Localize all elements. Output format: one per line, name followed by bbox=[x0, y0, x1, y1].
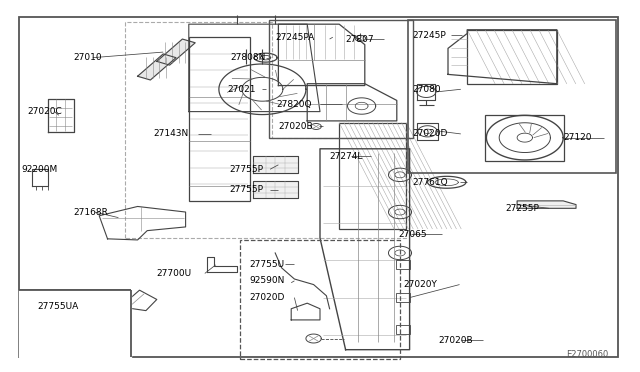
Text: 27761Q: 27761Q bbox=[413, 178, 449, 187]
Bar bbox=[396, 260, 410, 269]
Text: 27010: 27010 bbox=[74, 53, 102, 62]
Polygon shape bbox=[157, 39, 195, 65]
Bar bbox=[485, 115, 564, 161]
Text: 27020B: 27020B bbox=[438, 336, 473, 345]
Text: 27021: 27021 bbox=[227, 85, 256, 94]
Text: 92590N: 92590N bbox=[250, 276, 285, 285]
Text: 27020Y: 27020Y bbox=[403, 280, 437, 289]
Bar bbox=[467, 30, 557, 84]
Text: 27245PA: 27245PA bbox=[275, 33, 314, 42]
Text: E2700060: E2700060 bbox=[566, 350, 608, 359]
Text: 27245P: 27245P bbox=[413, 31, 447, 40]
Polygon shape bbox=[517, 201, 576, 208]
Polygon shape bbox=[253, 181, 298, 198]
Text: 27255P: 27255P bbox=[506, 204, 540, 213]
Text: 27274L: 27274L bbox=[329, 152, 362, 161]
Text: 27065: 27065 bbox=[398, 230, 427, 239]
Text: 27020B: 27020B bbox=[278, 122, 313, 131]
Text: 27700U: 27700U bbox=[157, 269, 192, 278]
Text: 27807: 27807 bbox=[346, 35, 374, 44]
Bar bbox=[408, 20, 616, 173]
Text: 27020C: 27020C bbox=[28, 107, 62, 116]
Text: 27820Q: 27820Q bbox=[276, 100, 312, 109]
Bar bbox=[269, 20, 413, 138]
Text: 27808N: 27808N bbox=[230, 53, 266, 62]
Bar bbox=[240, 240, 400, 359]
Text: 27080: 27080 bbox=[413, 85, 442, 94]
Bar bbox=[339, 123, 406, 229]
Bar bbox=[189, 37, 250, 201]
Text: 27020D: 27020D bbox=[413, 129, 448, 138]
Polygon shape bbox=[138, 54, 176, 80]
Bar bbox=[396, 293, 410, 302]
Text: 27755P: 27755P bbox=[229, 165, 263, 174]
Polygon shape bbox=[19, 290, 131, 357]
Text: 27755UA: 27755UA bbox=[37, 302, 78, 311]
Text: 27755P: 27755P bbox=[229, 185, 263, 194]
Bar bbox=[396, 325, 410, 334]
Polygon shape bbox=[253, 156, 298, 173]
Text: 27020D: 27020D bbox=[250, 293, 285, 302]
Text: 27168R: 27168R bbox=[74, 208, 108, 217]
Text: 27755U: 27755U bbox=[250, 260, 285, 269]
Text: 92200M: 92200M bbox=[21, 165, 58, 174]
Text: 27120: 27120 bbox=[563, 133, 592, 142]
Text: 27143N: 27143N bbox=[154, 129, 189, 138]
